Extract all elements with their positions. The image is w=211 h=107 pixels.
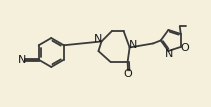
Text: N: N	[165, 49, 173, 59]
Text: N: N	[18, 55, 26, 65]
Text: O: O	[180, 43, 189, 53]
Text: O: O	[124, 69, 132, 79]
Text: N: N	[94, 34, 102, 44]
Text: N: N	[129, 40, 137, 50]
